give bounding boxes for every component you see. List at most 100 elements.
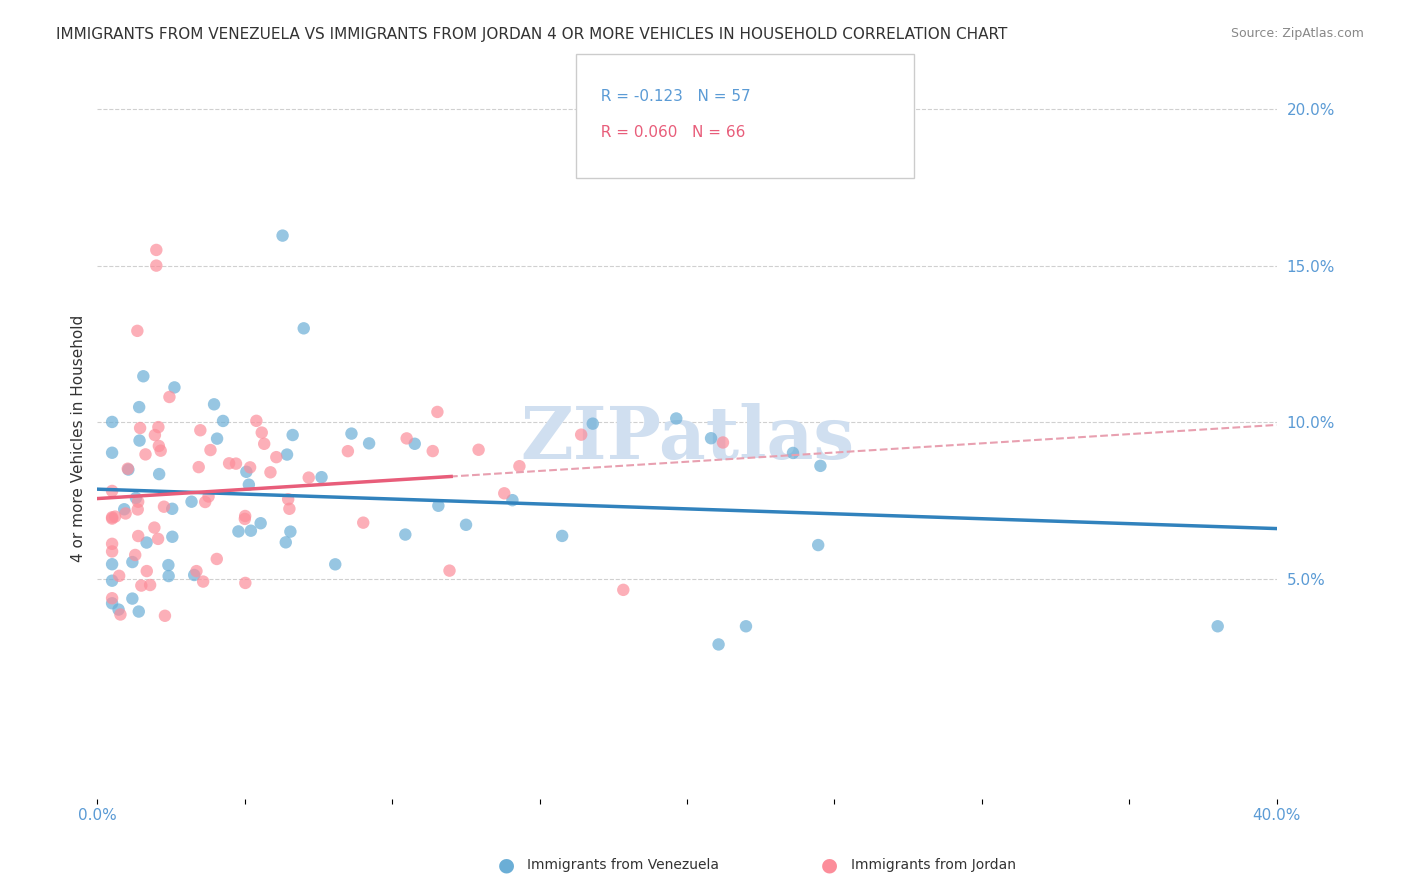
- Point: [259, 465, 281, 479]
- Point: [157, 558, 180, 573]
- Point: [148, 439, 170, 453]
- Point: [187, 460, 209, 475]
- Point: [110, 607, 132, 622]
- Point: [148, 467, 170, 481]
- Point: [153, 608, 176, 623]
- Point: [194, 495, 217, 509]
- Point: [569, 427, 592, 442]
- Point: [114, 507, 136, 521]
- Point: [127, 324, 149, 338]
- Point: [101, 544, 124, 558]
- Point: [218, 456, 240, 470]
- Point: [235, 465, 257, 479]
- Point: [249, 516, 271, 531]
- Point: [394, 527, 416, 541]
- Point: [131, 578, 153, 592]
- Point: [239, 524, 262, 538]
- Text: ZIPatlas: ZIPatlas: [520, 402, 853, 474]
- Point: [127, 502, 149, 516]
- Point: [127, 529, 149, 543]
- Point: [205, 432, 228, 446]
- Point: [225, 457, 247, 471]
- Point: [101, 574, 124, 588]
- Point: [153, 500, 176, 514]
- Point: [278, 501, 301, 516]
- Point: [145, 259, 167, 273]
- Point: [104, 509, 127, 524]
- Point: [117, 462, 139, 476]
- Point: [191, 574, 214, 589]
- Point: [426, 405, 449, 419]
- Point: [583, 127, 606, 141]
- Point: [205, 552, 228, 566]
- Point: [135, 564, 157, 578]
- Text: Source: ZipAtlas.com: Source: ZipAtlas.com: [1230, 27, 1364, 40]
- Point: [101, 558, 124, 572]
- Point: [127, 494, 149, 508]
- Point: [134, 447, 156, 461]
- Point: [128, 400, 150, 414]
- Point: [427, 499, 450, 513]
- Point: [359, 436, 381, 450]
- Point: [501, 493, 523, 508]
- Point: [228, 524, 250, 539]
- Point: [395, 431, 418, 445]
- Point: [298, 470, 321, 484]
- Point: [238, 477, 260, 491]
- Point: [157, 569, 180, 583]
- Point: [311, 470, 333, 484]
- Y-axis label: 4 or more Vehicles in Household: 4 or more Vehicles in Household: [72, 315, 86, 562]
- Point: [810, 458, 832, 473]
- Point: [143, 428, 166, 442]
- Point: [245, 414, 267, 428]
- Point: [735, 619, 758, 633]
- Point: [117, 461, 139, 475]
- Point: [112, 502, 135, 516]
- Point: [336, 444, 359, 458]
- Text: Immigrants from Venezuela: Immigrants from Venezuela: [527, 858, 720, 872]
- Point: [135, 535, 157, 549]
- Point: [281, 428, 304, 442]
- Point: [101, 483, 124, 498]
- Point: [612, 582, 634, 597]
- Point: [352, 516, 374, 530]
- Point: [128, 434, 150, 448]
- Point: [454, 517, 477, 532]
- Text: Immigrants from Jordan: Immigrants from Jordan: [851, 858, 1015, 872]
- Point: [439, 564, 461, 578]
- Point: [121, 555, 143, 569]
- Point: [266, 450, 288, 465]
- Point: [233, 576, 256, 591]
- Point: [583, 91, 606, 105]
- Point: [1206, 619, 1229, 633]
- Point: [180, 494, 202, 508]
- Point: [129, 421, 152, 435]
- Point: [202, 397, 225, 411]
- Point: [323, 558, 346, 572]
- Point: [253, 437, 276, 451]
- Point: [183, 568, 205, 582]
- Text: R = -0.123   N = 57: R = -0.123 N = 57: [591, 89, 751, 104]
- Text: ●: ●: [498, 855, 515, 875]
- Point: [128, 605, 150, 619]
- Point: [101, 511, 124, 525]
- Text: ●: ●: [821, 855, 838, 875]
- Point: [125, 491, 148, 505]
- Text: IMMIGRANTS FROM VENEZUELA VS IMMIGRANTS FROM JORDAN 4 OR MORE VEHICLES IN HOUSEH: IMMIGRANTS FROM VENEZUELA VS IMMIGRANTS …: [56, 27, 1008, 42]
- Point: [274, 535, 297, 549]
- Point: [101, 415, 124, 429]
- Point: [277, 492, 299, 507]
- Point: [148, 420, 170, 434]
- Point: [143, 520, 166, 534]
- Text: R = 0.060   N = 66: R = 0.060 N = 66: [591, 125, 745, 140]
- Point: [101, 537, 124, 551]
- Point: [101, 510, 124, 524]
- Point: [197, 490, 219, 504]
- Point: [711, 435, 734, 450]
- Point: [186, 564, 208, 578]
- Point: [132, 369, 155, 384]
- Point: [162, 530, 184, 544]
- Point: [280, 524, 302, 539]
- Point: [146, 532, 169, 546]
- Point: [212, 414, 235, 428]
